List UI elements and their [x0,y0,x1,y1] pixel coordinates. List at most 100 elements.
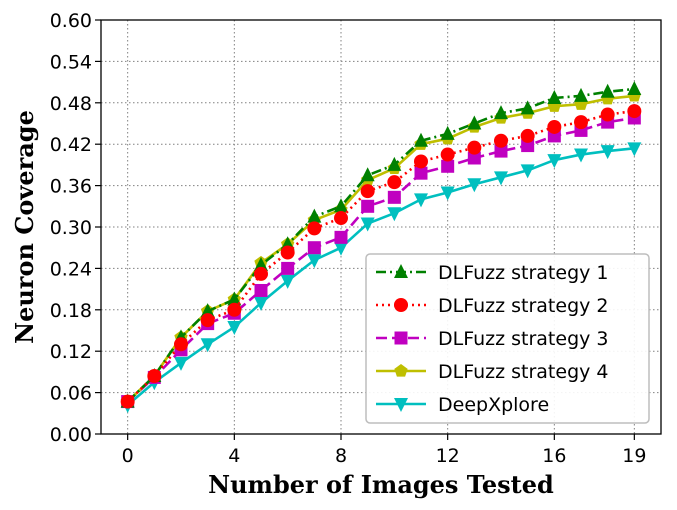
legend-marker [394,298,408,312]
legend-label: DLFuzz strategy 3 [438,328,609,350]
y-tick-label: 0.54 [50,51,92,73]
data-point [334,211,348,226]
data-point [280,245,295,260]
data-point [387,175,402,190]
ticks: 0.00 0.06 0.12 0.18 0.24 0.30 0.36 0.42 0.48 0.54… [50,10,647,467]
data-point [200,313,215,328]
legend-label: DeepXplore [438,394,549,416]
data-point [627,81,642,95]
data-point [414,166,428,180]
data-point [254,266,268,281]
x-tick-label: 16 [542,445,566,467]
data-point [600,145,615,160]
legend-item: DLFuzz strategy 3 [376,328,609,350]
data-point [520,100,535,115]
y-tick-label: 0.06 [50,383,92,405]
data-point [494,144,508,158]
series-5 [120,142,642,414]
data-point [494,133,508,148]
legend-marker [394,398,408,412]
data-point [627,142,642,157]
legend-label: DLFuzz strategy 1 [438,262,609,284]
legend-item: DLFuzz strategy 2 [376,295,609,317]
legend: DLFuzz strategy 1 DLFuzz strategy 2 DLFuzz… [365,253,650,424]
y-axis-title: Neuron Coverage [10,110,39,344]
y-tick-label: 0.24 [50,258,92,280]
data-point [574,148,588,163]
y-tick-label: 0.00 [50,424,92,446]
x-axis-title: Number of Images Tested [208,470,554,499]
data-point [174,337,188,352]
y-tick-label: 0.60 [50,10,92,32]
data-point [280,274,295,289]
data-point [200,338,215,353]
data-point [360,217,375,232]
legend-item: DLFuzz strategy 1 [376,262,609,284]
legend-box [365,253,650,424]
legend-marker [394,264,408,278]
data-point [227,302,242,317]
data-point [414,193,428,208]
data-point [387,190,401,204]
data-point [574,87,588,102]
y-tick-label: 0.48 [50,93,92,115]
data-point [360,184,375,199]
data-point [174,356,188,371]
data-point [521,139,535,153]
x-tick-label: 0 [122,445,134,467]
data-point [467,178,482,193]
y-tick-label: 0.18 [50,300,92,322]
legend-label: DLFuzz strategy 2 [438,295,609,317]
x-tick-label: 12 [436,445,460,467]
data-point [414,154,428,169]
y-tick-label: 0.12 [50,341,92,363]
data-point [600,83,615,98]
data-point [440,147,455,162]
legend-marker [394,364,408,377]
series-1 [120,81,642,408]
legend-marker [394,331,408,345]
data-point [414,132,428,147]
legend-label: DLFuzz strategy 4 [438,361,609,383]
y-tick-label: 0.30 [50,217,92,239]
data-point [520,128,535,143]
data-point [627,104,642,119]
data-point [120,394,135,409]
data-point [494,105,508,120]
data-point [467,151,481,165]
data-point [467,115,482,130]
y-tick-label: 0.42 [50,134,92,156]
data-point [307,254,322,269]
data-point [227,321,242,336]
series-layer [120,81,642,414]
data-point [574,115,588,130]
x-tick-label: 4 [228,445,240,467]
data-point [467,140,482,155]
data-point [334,230,348,244]
x-tick-label: 8 [335,445,347,467]
data-point [547,89,562,104]
legend-item: DeepXplore [376,394,549,416]
y-tick-label: 0.36 [50,176,92,198]
data-point [307,208,322,223]
data-point [254,296,268,311]
data-point [227,291,242,306]
data-point [281,261,295,275]
data-point [334,198,348,213]
data-point [494,171,508,186]
data-point [547,154,562,169]
data-point [334,241,348,256]
data-point [360,167,375,182]
data-point [254,283,268,297]
data-point [307,241,321,255]
series-2 [120,104,642,409]
data-point [441,159,455,173]
legend-item: DLFuzz strategy 4 [376,361,609,383]
data-point [387,156,402,171]
data-point [387,207,402,222]
data-point [520,164,535,179]
x-tick-label: 19 [622,445,646,467]
data-point [440,186,455,201]
data-point [307,221,322,236]
